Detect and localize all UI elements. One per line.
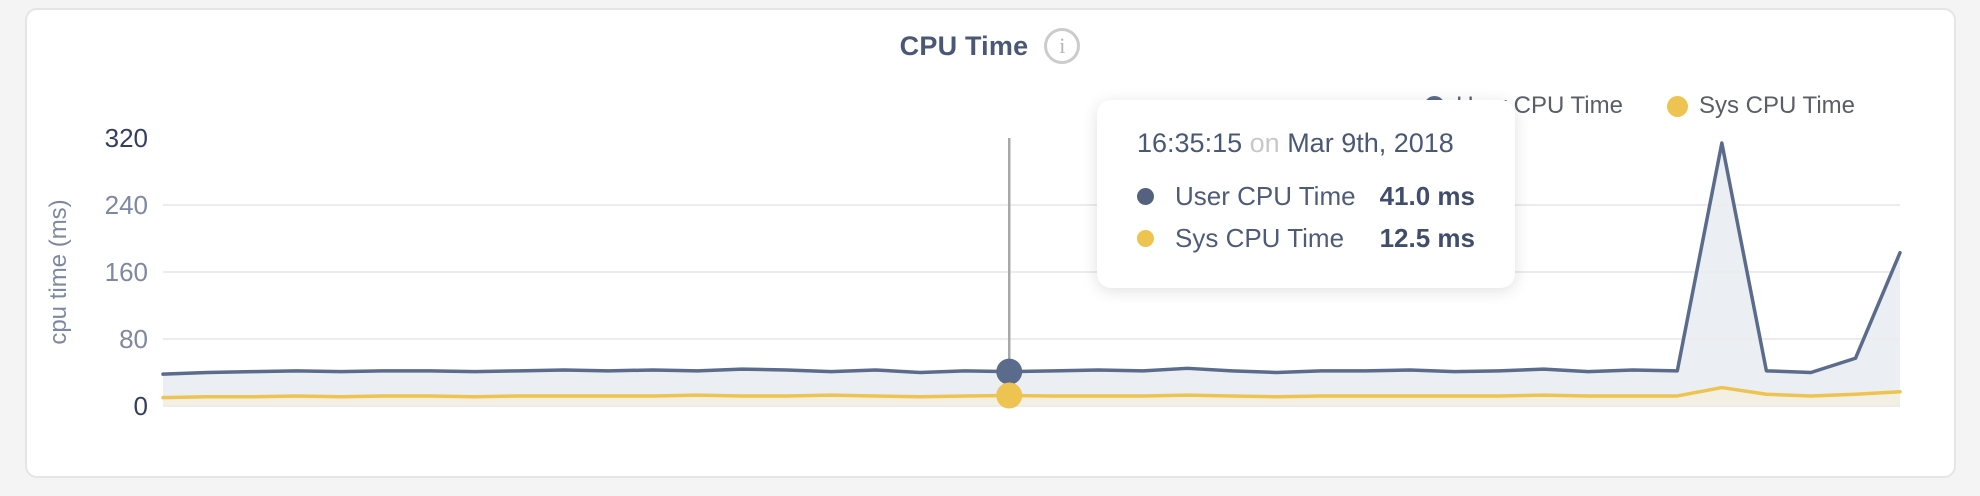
tooltip-row-user: User CPU Time 41.0 ms (1137, 175, 1475, 217)
y-axis-tick-label: 160 (105, 257, 148, 287)
sys-cpu-line (161, 385, 1902, 400)
chart-tooltip: 16:35:15 on Mar 9th, 2018 User CPU Time … (1097, 100, 1515, 288)
tooltip-series-value: 41.0 ms (1379, 180, 1475, 211)
y-axis-title: cpu time (ms) (45, 199, 72, 344)
y-axis-tick-label: 320 (105, 123, 148, 153)
y-axis-tick-label: 80 (119, 324, 148, 354)
user-series-dot-icon (1137, 187, 1154, 205)
hover-point-sys (996, 382, 1023, 409)
user-area-fill (163, 143, 1900, 406)
user-cpu-line (161, 141, 1902, 376)
tooltip-date: Mar 9th, 2018 (1287, 128, 1454, 158)
y-axis-tick-label: 240 (105, 190, 148, 220)
legend-item-sys-cpu-time[interactable]: Sys CPU Time (1666, 92, 1855, 120)
tooltip-series-label: User CPU Time (1175, 180, 1356, 211)
y-axis-tick-label: 0 (134, 391, 148, 421)
sys-series-dot-icon (1666, 95, 1688, 117)
tooltip-series-value: 12.5 ms (1379, 222, 1475, 253)
hover-point-user (996, 358, 1023, 385)
chart-title: CPU Time (899, 30, 1029, 61)
sys-series-dot-icon (1137, 229, 1154, 247)
tooltip-connector: on (1249, 128, 1280, 158)
chart-header: CPU Time i (0, 28, 1980, 64)
tooltip-series-label: Sys CPU Time (1175, 222, 1345, 253)
tooltip-timestamp: 16:35:15 on Mar 9th, 2018 (1137, 128, 1475, 159)
tooltip-row-sys: Sys CPU Time 12.5 ms (1137, 217, 1475, 259)
tooltip-time: 16:35:15 (1137, 128, 1243, 158)
legend-label: Sys CPU Time (1698, 92, 1855, 119)
info-icon[interactable]: i (1044, 28, 1081, 64)
